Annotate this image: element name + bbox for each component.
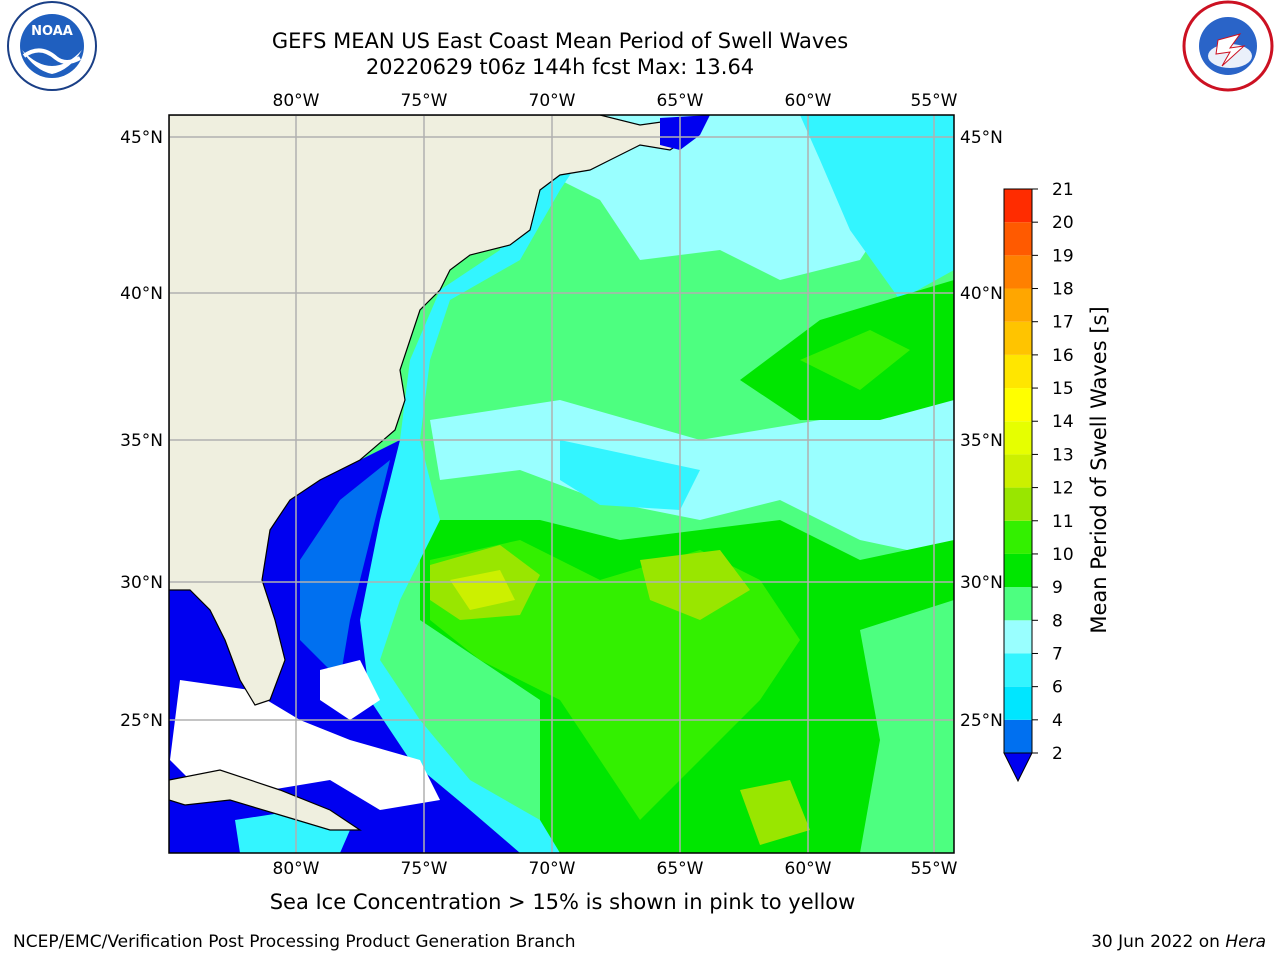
lat-label-left: 40°N xyxy=(120,284,163,304)
colorbar-segment xyxy=(1004,354,1032,389)
colorbar-tick-label: 12 xyxy=(1052,479,1074,499)
colorbar-tick-label: 10 xyxy=(1052,545,1074,565)
colorbar-segment xyxy=(1004,454,1032,488)
swell-band-aqua-northeast xyxy=(800,115,954,300)
sea-ice-note: Sea Ice Concentration > 15% is shown in … xyxy=(269,890,856,914)
lon-label-bottom: 65°W xyxy=(657,859,704,879)
colorbar-segment xyxy=(1004,421,1032,455)
graticule xyxy=(169,115,954,853)
chart-subtitle: 20220629 t06z 144h fcst Max: 13.64 xyxy=(365,55,755,79)
chart-title: GEFS MEAN US East Coast Mean Period of S… xyxy=(271,29,849,53)
colorbar-tick-label: 21 xyxy=(1052,180,1074,200)
swell-max-patch-west xyxy=(450,570,515,610)
colorbar-segment xyxy=(1004,222,1032,256)
colorbar-segment xyxy=(1004,620,1032,654)
lon-label-top: 70°W xyxy=(529,91,576,111)
land-cuba xyxy=(169,769,362,831)
credit-right: 30 Jun 2022 on Hera xyxy=(1091,932,1266,952)
lon-label-top: 75°W xyxy=(401,91,448,111)
map-area: 80°W 75°W 70°W 65°W 60°W 55°W 80°W 75°W … xyxy=(120,91,1003,879)
colorbar-segment xyxy=(1004,653,1032,687)
lon-label-top: 55°W xyxy=(911,91,958,111)
longitude-labels-top: 80°W 75°W 70°W 65°W 60°W 55°W xyxy=(273,91,958,111)
colorbar-tick-label: 15 xyxy=(1052,379,1074,399)
noaa-logo-text: NOAA xyxy=(31,24,73,39)
lat-label-right: 45°N xyxy=(960,128,1003,148)
colorbar-tick-label: 6 xyxy=(1052,678,1063,698)
swell-band-blue-light xyxy=(300,460,390,680)
latitude-labels-left: 45°N 40°N 35°N 30°N 25°N xyxy=(120,128,163,731)
colorbar-segment xyxy=(1004,321,1032,355)
latitude-labels-right: 45°N 40°N 35°N 30°N 25°N xyxy=(960,128,1003,731)
colorbar-tick-label: 14 xyxy=(1052,412,1074,432)
lon-label-top: 80°W xyxy=(273,91,320,111)
colorbar-tick-label: 18 xyxy=(1052,280,1074,300)
credit-machine: Hera xyxy=(1225,932,1266,952)
colorbar-tick-label: 2 xyxy=(1052,744,1063,764)
colorbar-segment xyxy=(1004,189,1032,223)
noaa-logo: NOAA xyxy=(7,1,97,91)
lat-label-left: 30°N xyxy=(120,573,163,593)
colorbar-segment xyxy=(1004,255,1032,289)
lat-label-left: 25°N xyxy=(120,711,163,731)
colorbar-segment xyxy=(1004,288,1032,322)
colorbar-segment xyxy=(1004,587,1032,621)
colorbar-segment xyxy=(1004,686,1032,720)
lat-label-right: 35°N xyxy=(960,431,1003,451)
lon-label-top: 60°W xyxy=(785,91,832,111)
lon-label-bottom: 75°W xyxy=(401,859,448,879)
colorbar-tick-label: 4 xyxy=(1052,711,1063,731)
colorbar-segment xyxy=(1004,520,1032,554)
colorbar-tick-label: 7 xyxy=(1052,644,1063,664)
colorbar-tick-label: 13 xyxy=(1052,445,1074,465)
lat-label-right: 25°N xyxy=(960,711,1003,731)
swell-band-coastal xyxy=(360,130,600,853)
missing-data-area-bahamas xyxy=(170,680,440,810)
colorbar-tick-label: 11 xyxy=(1052,512,1074,532)
nws-logo xyxy=(1182,0,1274,92)
swell-patch-yellow-southeast xyxy=(740,780,810,845)
colorbar-segment xyxy=(1004,388,1032,422)
map-frame xyxy=(168,114,955,854)
missing-data-area-florida-bank xyxy=(320,660,380,720)
lat-label-right: 40°N xyxy=(960,284,1003,304)
colorbar-tick-label: 17 xyxy=(1052,313,1074,333)
colorbar-segment xyxy=(1004,487,1032,521)
lon-label-bottom: 80°W xyxy=(273,859,320,879)
colorbar-tick-label: 20 xyxy=(1052,213,1074,233)
colorbar-outline xyxy=(1003,188,1033,754)
colorbar-tick-label: 19 xyxy=(1052,246,1074,266)
lon-label-top: 65°W xyxy=(657,91,704,111)
lat-label-left: 45°N xyxy=(120,128,163,148)
credit-date: 30 Jun 2022 on xyxy=(1091,932,1226,952)
lon-label-bottom: 60°W xyxy=(785,859,832,879)
colorbar-extend-arrow xyxy=(1003,752,1033,783)
swell-patch-aqua-middle xyxy=(560,440,700,510)
colorbar-tick-label: 16 xyxy=(1052,346,1074,366)
lon-label-bottom: 55°W xyxy=(911,859,958,879)
land-us-east-coast xyxy=(169,115,701,706)
swell-patch-lightgreen-southeast xyxy=(860,600,954,853)
lat-label-left: 35°N xyxy=(120,431,163,451)
swell-patch-yellow-east xyxy=(640,550,750,620)
lon-label-bottom: 70°W xyxy=(529,859,576,879)
colorbar-segment xyxy=(1004,719,1032,753)
lat-label-right: 30°N xyxy=(960,573,1003,593)
swell-patch-yellowgreen-east xyxy=(800,330,910,390)
colorbar-segment xyxy=(1004,553,1032,588)
colorbar-tick-label: 8 xyxy=(1052,611,1063,631)
colorbar: 2 4 6 7 8 9 10 11 12 13 14 15 16 17 18 19 20 21 xyxy=(1003,180,1074,783)
swell-patch-bay-of-fundy xyxy=(660,115,710,150)
credit-left: NCEP/EMC/Verification Post Processing Pr… xyxy=(13,932,576,952)
colorbar-tick-label: 9 xyxy=(1052,578,1063,598)
colorbar-label: Mean Period of Swell Waves [s] xyxy=(1087,306,1111,633)
longitude-labels-bottom: 80°W 75°W 70°W 65°W 60°W 55°W xyxy=(273,859,958,879)
